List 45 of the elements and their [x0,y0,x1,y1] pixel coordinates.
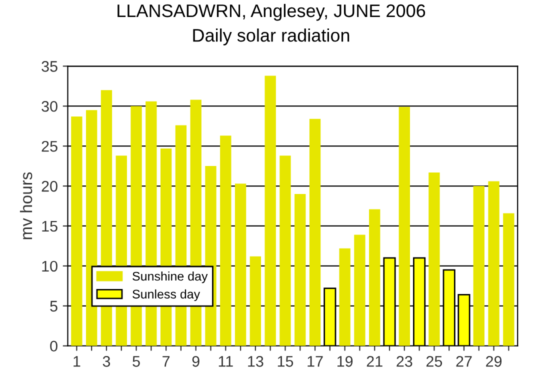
bar [369,209,380,346]
bar [250,256,262,346]
y-tick-label: 0 [50,340,58,352]
bar [488,181,500,346]
bar [428,172,440,346]
y-tick-label: 30 [42,100,58,112]
bar [280,156,291,346]
y-tick-label: 25 [42,140,58,152]
bar [398,106,410,346]
x-tick-label: 7 [162,356,170,367]
bar [339,248,350,346]
bar [220,136,232,346]
x-tick-label: 15 [278,356,294,367]
bar [503,213,514,346]
y-tick-label: 35 [42,61,58,72]
bar [86,110,98,346]
y-tick-label: 10 [42,260,58,272]
bar [473,186,484,346]
bar [309,118,321,346]
bar [264,76,276,346]
legend-label: Sunless day [132,289,200,302]
chart-title: LLANSADWRN, Anglesey, JUNE 2006 [118,4,426,21]
x-tick-label: 23 [396,356,412,367]
x-tick-label: 25 [426,356,442,367]
x-tick-label: 3 [102,356,110,367]
bar [294,194,306,346]
bar [354,234,366,346]
legend-label: Sunshine day [132,272,208,284]
chart-subtitle: Daily solar radiation [193,28,350,46]
y-tick-label: 5 [50,300,58,312]
x-tick-label: 17 [308,356,323,367]
x-tick-label: 21 [366,356,382,367]
x-tick-label: 9 [192,356,200,367]
y-axis-title: mv hours [20,172,32,240]
y-tick-label: 20 [42,180,58,192]
y-tick-label: 15 [42,221,58,232]
x-tick-label: 1 [74,356,80,367]
x-tick-label: 27 [456,356,472,367]
x-tick-label: 29 [486,356,502,367]
bar [234,184,246,346]
x-tick-label: 11 [218,356,233,367]
x-tick-label: 13 [248,356,264,367]
bar [71,116,82,346]
x-tick-label: 5 [132,356,140,367]
x-tick-label: 19 [337,356,353,367]
